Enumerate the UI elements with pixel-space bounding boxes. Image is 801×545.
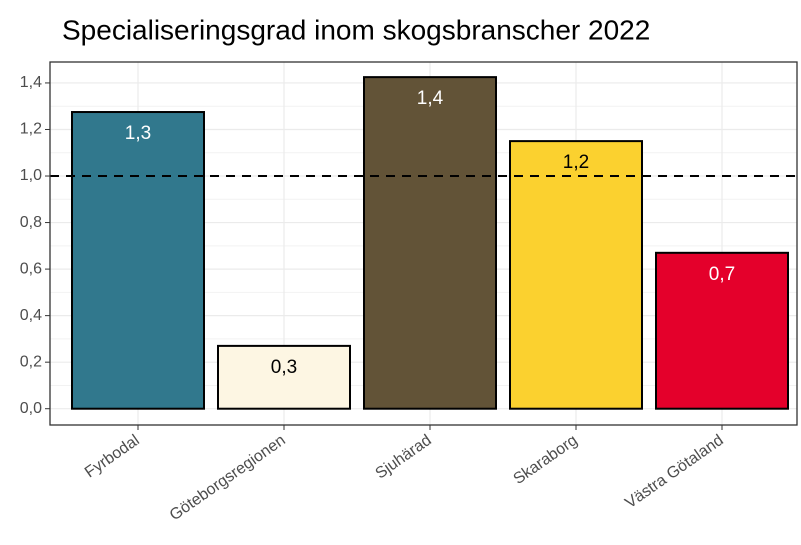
x-tick-label: Fyrbodal — [82, 432, 143, 482]
y-tick-label: 0,6 — [20, 260, 42, 277]
panel-border — [49, 61, 798, 426]
bar — [71, 111, 205, 410]
y-tick-label: 0,0 — [20, 400, 42, 417]
y-tick-label: 1,2 — [20, 121, 42, 138]
y-tick-label: 1,4 — [20, 74, 42, 91]
value-label: 1,3 — [125, 123, 151, 144]
value-label: 0,7 — [709, 264, 735, 285]
value-label: 1,2 — [563, 152, 589, 173]
bar — [509, 140, 643, 410]
bar — [363, 76, 497, 410]
bar — [217, 344, 351, 410]
y-tick-label: 0,4 — [20, 307, 42, 324]
bar — [655, 251, 789, 410]
y-tick-label: 0,8 — [20, 214, 42, 231]
x-tick-label: Sjuhärad — [372, 432, 434, 483]
x-tick-label: Västra Götaland — [622, 432, 726, 512]
y-tick-label: 1,0 — [20, 167, 42, 184]
value-label: 0,3 — [271, 357, 297, 378]
chart-title: Specialiseringsgrad inom skogsbranscher … — [62, 14, 650, 45]
value-label: 1,4 — [417, 88, 444, 109]
x-tick-label: Göteborgsregionen — [167, 432, 289, 525]
y-tick-label: 0,2 — [20, 353, 42, 370]
x-tick-label: Skaraborg — [510, 432, 580, 488]
